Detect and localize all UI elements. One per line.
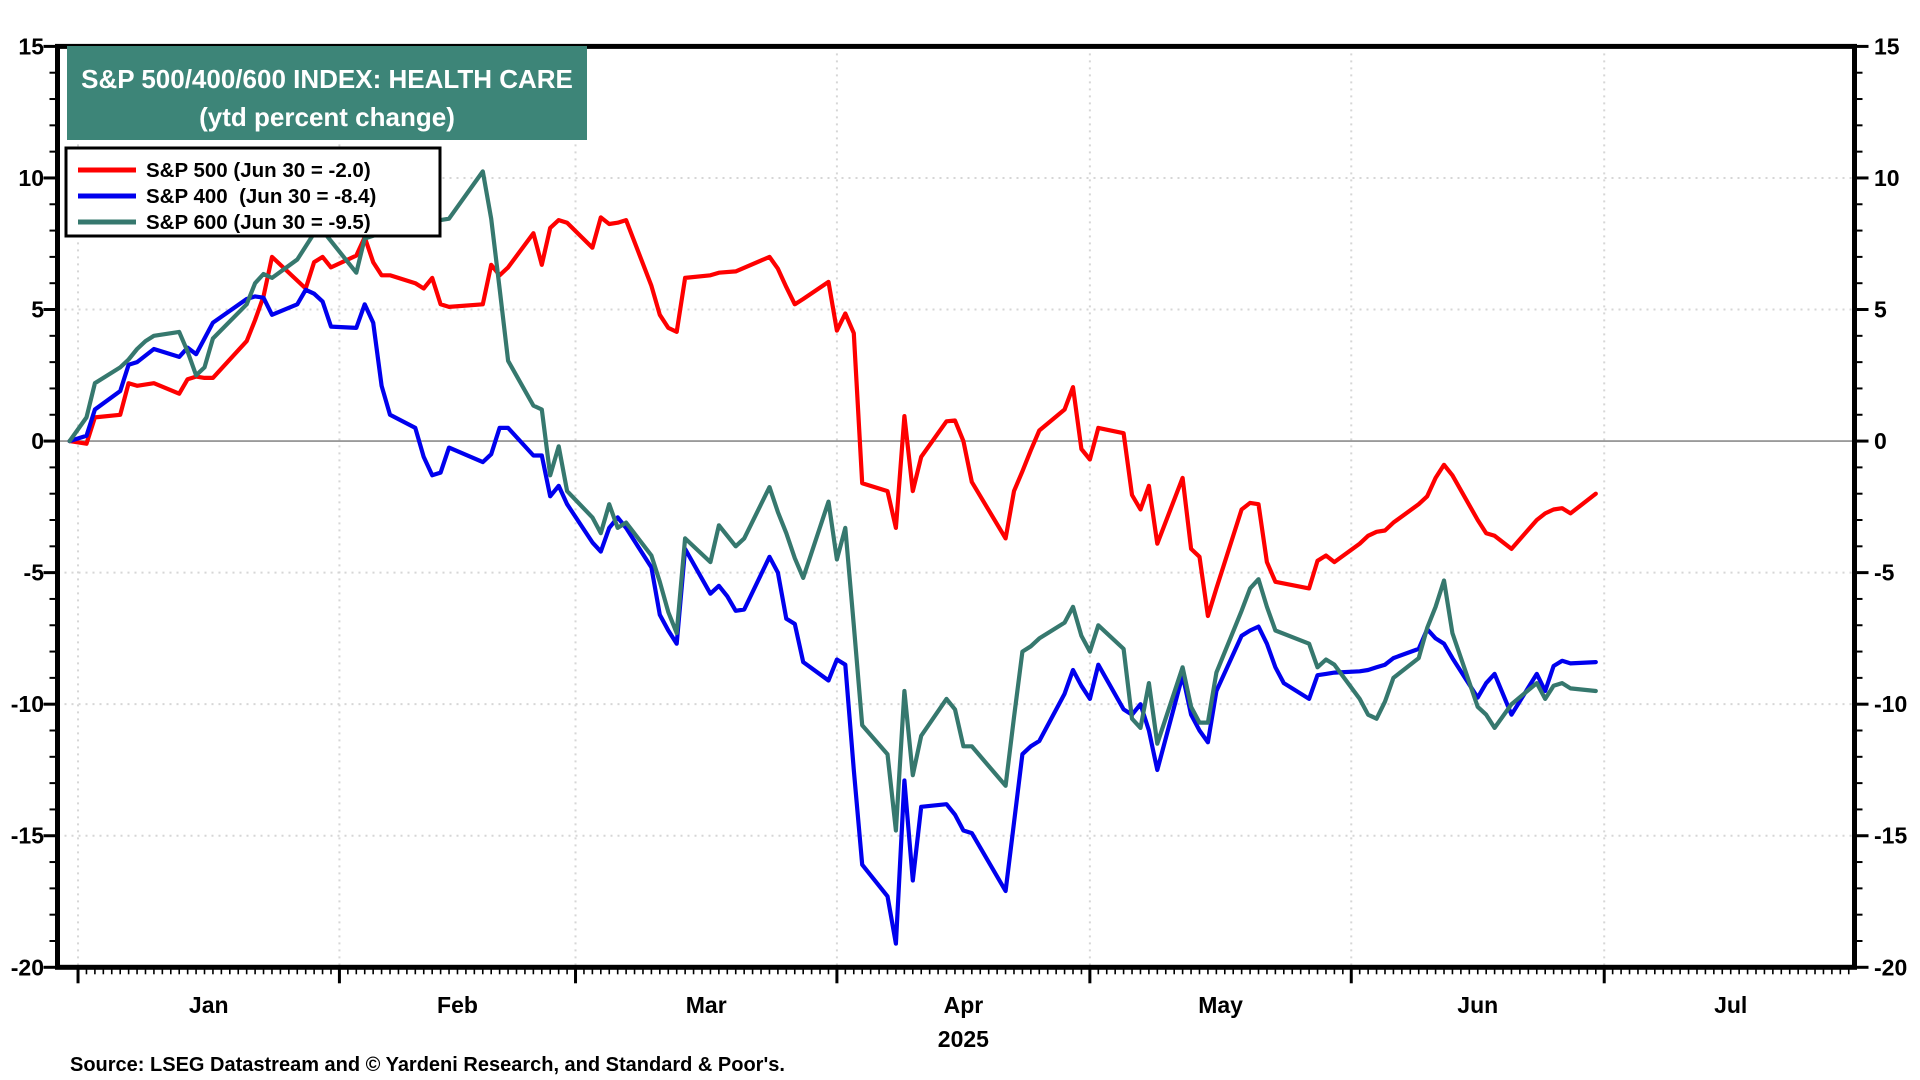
y-label-right: 15 <box>1874 33 1900 59</box>
y-label-left: 15 <box>18 33 44 59</box>
y-label-right: 10 <box>1874 165 1900 191</box>
y-label-left: -20 <box>11 954 44 980</box>
month-label-jul: Jul <box>1714 992 1747 1018</box>
chart-title: S&P 500/400/600 INDEX: HEALTH CARE <box>81 64 573 94</box>
month-label-apr: Apr <box>944 992 984 1018</box>
y-label-left: 5 <box>31 297 44 323</box>
y-label-left: -5 <box>24 560 45 586</box>
y-label-right: 5 <box>1874 297 1887 323</box>
legend-label-3: S&P 600 (Jun 30 = -9.5) <box>146 211 371 234</box>
x-axis-month-labels: Jan Feb Mar Apr May Jun Jul <box>189 992 1747 1018</box>
y-label-right: -15 <box>1874 823 1907 849</box>
month-label-jan: Jan <box>189 992 229 1018</box>
series-line-s-p-600 <box>67 169 1598 833</box>
plot-border <box>55 43 1857 970</box>
source-note: Source: LSEG Datastream and © Yardeni Re… <box>70 1054 785 1076</box>
y-label-right: -5 <box>1874 560 1895 586</box>
chart-subtitle: (ytd percent change) <box>199 102 455 132</box>
data-series <box>67 169 1598 946</box>
legend-rows: S&P 500 (Jun 30 = -2.0) S&P 400 (Jun 30 =… <box>78 159 376 234</box>
month-label-jun: Jun <box>1457 992 1498 1018</box>
y-label-right: -10 <box>1874 691 1907 717</box>
y-label-left: -10 <box>11 691 44 717</box>
month-label-mar: Mar <box>686 992 727 1018</box>
y-label-left: 10 <box>18 165 44 191</box>
y-label-right: -20 <box>1874 954 1907 980</box>
title-background <box>67 46 587 140</box>
axis-ticks <box>43 44 1869 984</box>
series-line-s-p-400 <box>67 287 1598 946</box>
y-axis-labels-left: 15 10 5 0 -5 -10 -15 -20 <box>11 33 44 980</box>
y-label-left: 0 <box>31 428 44 454</box>
y-axis-labels-right: 15 10 5 0 -5 -10 -15 -20 <box>1874 33 1907 980</box>
x-axis-year-label: 2025 <box>938 1026 989 1052</box>
title-block: S&P 500/400/600 INDEX: HEALTH CARE (ytd … <box>67 46 587 140</box>
month-label-feb: Feb <box>437 992 478 1018</box>
series-line-s-p-500 <box>67 215 1598 619</box>
legend-label-1: S&P 500 (Jun 30 = -2.0) <box>146 159 371 182</box>
legend-label-2: S&P 400 (Jun 30 = -8.4) <box>146 185 376 208</box>
month-label-may: May <box>1198 992 1243 1018</box>
y-label-left: -15 <box>11 823 44 849</box>
y-label-right: 0 <box>1874 428 1887 454</box>
plot-frame <box>55 43 1857 970</box>
legend: S&P 500 (Jun 30 = -2.0) S&P 400 (Jun 30 =… <box>64 146 442 238</box>
